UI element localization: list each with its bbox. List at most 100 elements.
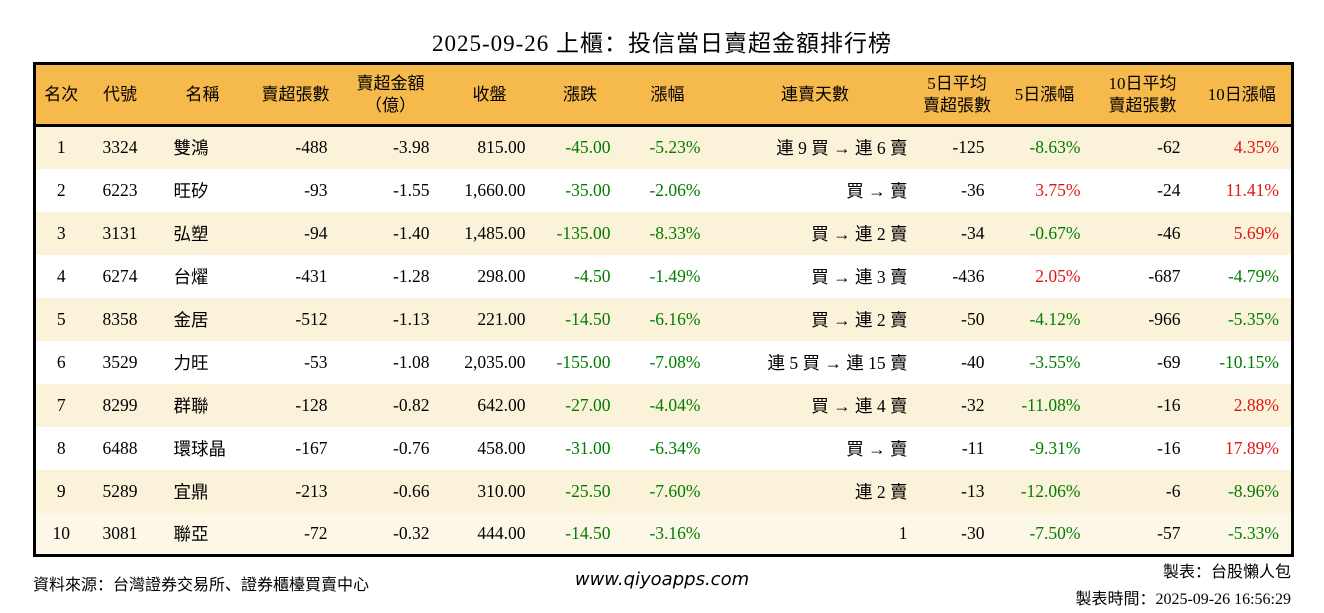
cell-net_sell_lots: -213 [295,480,328,501]
cell-change_pct: -2.06% [649,179,701,200]
cell-change_pct: -7.08% [649,351,701,372]
cell-change_pct: -7.60% [649,480,701,501]
cell-name: 金居 [173,309,209,330]
cell-net_sell_amount: -1.08 [393,351,430,372]
page-title: 2025-09-26 上櫃：投信當日賣超金額排行榜 [431,31,893,56]
cell-change: -14.50 [565,308,611,329]
cell-name: 台燿 [173,266,209,287]
cell-streak: 買 → 連 2 賣 [811,309,908,330]
cell-pct10: -8.96% [1227,480,1279,501]
cell-code: 3131 [102,222,138,243]
col-header-name: 名稱 [153,63,252,127]
cell-avg10_lots: -24 [1157,179,1181,200]
cell-close: 2,035.00 [464,351,526,372]
cell-change: -155.00 [556,351,611,372]
cell-close: 815.00 [477,137,526,158]
cell-streak: 1 [898,522,908,543]
cell-avg10_lots: -57 [1157,522,1181,543]
cell-pct5: -9.31% [1029,437,1081,458]
cell-avg5_lots: -34 [961,222,985,243]
cell-net_sell_amount: -0.76 [393,437,430,458]
cell-change_pct: -5.23% [649,137,701,158]
cell-change: -45.00 [565,137,611,158]
cell-rank: 9 [56,480,66,501]
cell-pct10: -5.35% [1227,308,1279,329]
cell-name: 力旺 [173,352,209,373]
cell-pct5: -4.12% [1029,308,1081,329]
cell-change_pct: -3.16% [649,522,701,543]
col-header-net_sell_lots: 賣超張數 [251,63,340,127]
cell-change_pct: -4.04% [649,394,701,415]
cell-net_sell_lots: -488 [295,137,328,158]
cell-net_sell_amount: -1.13 [393,308,430,329]
table-row: 3 3131 弘塑 -94 -1.40 1,485.00 -135.00 -8.33% 買 → … [34,211,1293,255]
website-url: www.qiyoapps.com [574,569,750,590]
cell-pct10: -5.33% [1227,522,1279,543]
col-header-change_pct: 漲幅 [622,63,713,127]
cell-avg10_lots: -6 [1165,480,1181,501]
cell-rank: 3 [56,222,66,243]
cell-change: -4.50 [574,265,611,286]
cell-code: 5289 [102,480,138,501]
cell-avg5_lots: -36 [961,179,985,200]
cell-net_sell_lots: -72 [304,522,328,543]
cell-code: 6274 [102,265,138,286]
cell-close: 444.00 [477,522,526,543]
cell-net_sell_amount: -1.28 [393,265,430,286]
cell-change: -14.50 [565,522,611,543]
cell-streak: 買 → 連 2 賣 [811,223,908,244]
cell-net_sell_lots: -167 [295,437,328,458]
cell-rank: 6 [56,351,66,372]
cell-name: 群聯 [173,395,209,416]
cell-change_pct: -6.16% [649,308,701,329]
cell-close: 310.00 [477,480,526,501]
cell-close: 458.00 [477,437,526,458]
cell-net_sell_amount: -1.55 [393,179,430,200]
cell-avg5_lots: -125 [952,137,985,158]
table-row: 7 8299 群聯 -128 -0.82 642.00 -27.00 -4.04% 買 → 連 … [34,383,1293,427]
cell-pct5: -7.50% [1029,522,1081,543]
made-at-timestamp: 製表時間：2025-09-26 16:56:29 [1075,591,1291,609]
cell-change: -25.50 [565,480,611,501]
cell-rank: 10 [52,522,71,543]
cell-pct5: 2.05% [1035,265,1081,286]
col-header-close: 收盤 [441,63,538,127]
cell-close: 298.00 [477,265,526,286]
cell-code: 3324 [102,137,138,158]
cell-pct5: -12.06% [1020,480,1081,501]
col-header-pct5: 5日漲幅 [996,63,1093,127]
cell-pct10: 4.35% [1233,137,1279,158]
cell-avg10_lots: -966 [1148,308,1181,329]
cell-net_sell_amount: -0.32 [393,522,430,543]
col-header-code: 代號 [86,63,154,127]
cell-net_sell_lots: -128 [295,394,328,415]
cell-avg10_lots: -69 [1157,351,1181,372]
cell-avg10_lots: -16 [1157,394,1181,415]
table-row: 8 6488 環球晶 -167 -0.76 458.00 -31.00 -6.34% 買 → 賣… [34,426,1293,470]
cell-streak: 買 → 連 3 賣 [811,266,908,287]
cell-change: -135.00 [556,222,611,243]
table-header: 名次 代號 名稱 賣超張數 賣超金額 （億） 收盤 漲跌 漲幅 連賣天數 5日平均 賣超張數 5日漲… [34,63,1293,127]
cell-pct10: -10.15% [1219,351,1279,372]
cell-rank: 7 [56,394,66,415]
table-row: 9 5289 宜鼎 -213 -0.66 310.00 -25.50 -7.60% 連 2 賣 -… [34,469,1293,513]
table-row: 5 8358 金居 -512 -1.13 221.00 -14.50 -6.16% 買 → 連 … [34,297,1293,341]
cell-streak: 連 5 買 → 連 15 賣 [767,352,908,373]
table-row: 1 3324 雙鴻 -488 -3.98 815.00 -45.00 -5.23% 連 9 買 … [34,125,1293,169]
cell-pct10: 2.88% [1233,394,1279,415]
cell-avg10_lots: -62 [1157,137,1181,158]
data-source-label: 資料來源：台灣證券交易所、證券櫃檯買賣中心 [33,577,370,594]
cell-avg5_lots: -40 [961,351,985,372]
cell-avg10_lots: -687 [1148,265,1181,286]
cell-net_sell_lots: -53 [304,351,328,372]
cell-name: 雙鴻 [173,138,209,159]
cell-name: 弘塑 [173,223,209,244]
cell-avg5_lots: -13 [961,480,985,501]
cell-close: 221.00 [477,308,526,329]
cell-avg10_lots: -16 [1157,437,1181,458]
cell-change: -35.00 [565,179,611,200]
cell-streak: 買 → 賣 [846,438,908,459]
cell-net_sell_amount: -0.82 [393,394,430,415]
cell-close: 1,660.00 [464,179,526,200]
cell-streak: 連 9 買 → 連 6 賣 [776,138,908,159]
